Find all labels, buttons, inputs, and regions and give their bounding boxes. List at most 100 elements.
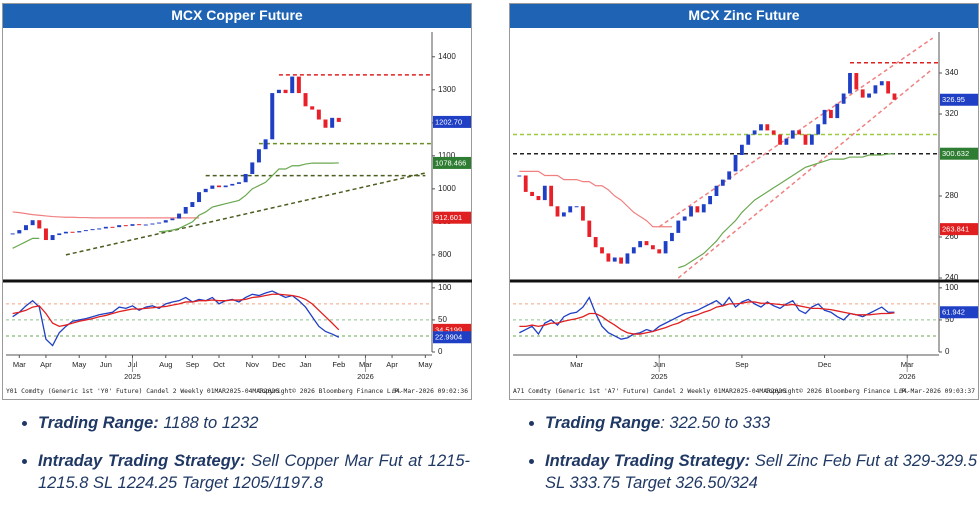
candle xyxy=(517,175,522,177)
candle xyxy=(784,138,789,145)
page: MCX Copper Future80090010001100120013001… xyxy=(0,0,979,498)
candle xyxy=(30,220,35,226)
candle xyxy=(137,224,142,226)
year-label: 2026 xyxy=(899,372,916,381)
price-tag-label: 22.9904 xyxy=(435,333,462,342)
osc-y-tick-label: 50 xyxy=(945,315,954,324)
x-tick-label: Jun xyxy=(100,360,112,369)
candle xyxy=(778,134,782,145)
price-tag-label: 61.942 xyxy=(942,308,965,317)
candle xyxy=(63,231,68,234)
candle xyxy=(276,89,281,94)
candle xyxy=(708,196,713,205)
y-tick-label: 1100 xyxy=(438,151,456,160)
candle xyxy=(625,253,630,264)
candle xyxy=(542,185,547,201)
x-tick-label: Feb xyxy=(332,360,345,369)
candle xyxy=(612,257,617,262)
candle xyxy=(593,237,598,248)
stop-line xyxy=(12,162,339,249)
y-tick-label: 800 xyxy=(438,250,452,259)
candle xyxy=(555,206,560,217)
note-text: : 322.50 to 333 xyxy=(660,414,771,432)
candle xyxy=(223,185,228,188)
osc-y-tick-label: 50 xyxy=(438,315,447,324)
note: Intraday Trading Strategy: Sell Copper M… xyxy=(38,450,470,494)
price-tag xyxy=(433,156,471,169)
footer-text: Copyright© 2026 Bloomberg Finance L.P. xyxy=(765,388,909,395)
candle xyxy=(695,206,700,213)
candle xyxy=(283,89,288,94)
chart-title: MCX Copper Future xyxy=(171,7,303,23)
note-label: Trading Range: xyxy=(38,414,159,432)
candle xyxy=(886,81,891,94)
note-text: 1188 to 1232 xyxy=(163,414,259,432)
candle xyxy=(606,253,611,262)
x-tick-label: Oct xyxy=(213,360,226,369)
price-tag xyxy=(940,147,978,160)
candle xyxy=(657,249,662,254)
candle xyxy=(50,235,55,241)
footer-text: 04-Mar-2026 09:02:36 xyxy=(392,388,468,395)
charts: MCX Copper Future80090010001100120013001… xyxy=(2,3,979,400)
candle xyxy=(568,206,573,213)
candle xyxy=(809,134,814,145)
candle xyxy=(733,155,738,172)
candle xyxy=(638,241,643,248)
candle xyxy=(177,213,182,219)
oscillator-line xyxy=(12,290,340,347)
candle xyxy=(631,247,636,254)
x-tick-label: Dec xyxy=(272,360,286,369)
note-text: Sell Zinc Feb Fut at 329-329.5 SL 333.75… xyxy=(545,452,977,492)
osc-y-tick-label: 0 xyxy=(438,347,443,356)
x-tick-label: Sep xyxy=(186,360,199,369)
price-tag xyxy=(433,331,471,344)
candle xyxy=(549,185,554,207)
candle xyxy=(17,230,22,234)
candle xyxy=(879,81,884,86)
note-text: Sell Copper Mar Fut at 1215-1215.8 SL 12… xyxy=(38,452,470,492)
candle xyxy=(123,225,128,227)
candle xyxy=(197,192,202,203)
x-tick-label: May xyxy=(418,360,432,369)
y-tick-label: 320 xyxy=(945,109,959,118)
candle xyxy=(203,188,208,193)
candle xyxy=(210,185,215,189)
price-tag xyxy=(940,223,978,236)
candle xyxy=(183,207,188,214)
candle xyxy=(57,233,62,236)
candle xyxy=(263,139,268,150)
panel-border xyxy=(2,3,472,400)
price-tag-label: 326.95 xyxy=(942,95,965,104)
candle xyxy=(670,232,674,242)
year-label: 2026 xyxy=(357,372,374,381)
candle xyxy=(739,144,744,155)
trend-line xyxy=(65,172,426,256)
candle xyxy=(117,225,122,228)
candle xyxy=(676,220,681,233)
note: Trading Range: 322.50 to 333 xyxy=(545,412,977,434)
candle xyxy=(574,206,579,208)
trend-line xyxy=(677,68,934,279)
candle xyxy=(330,117,335,128)
y-tick-label: 1000 xyxy=(438,184,456,193)
candle xyxy=(600,247,604,254)
candle xyxy=(689,206,693,217)
footer-text: 04-Mar-2026 09:03:37 xyxy=(899,388,975,395)
trend-line xyxy=(658,37,934,228)
candle xyxy=(303,93,308,107)
x-tick-label: Mar xyxy=(570,360,583,369)
candle xyxy=(290,76,295,94)
notes-zinc: Trading Range: 322.50 to 333 Intraday Tr… xyxy=(527,404,977,510)
price-tag xyxy=(433,211,471,224)
y-tick-label: 260 xyxy=(945,232,959,241)
footer-text: Y01 Comdty (Generic 1st 'Y0' Future) Can… xyxy=(6,388,279,395)
candle xyxy=(682,216,687,221)
x-tick-label: Apr xyxy=(40,360,52,369)
candle xyxy=(243,173,248,183)
oscillator-line xyxy=(519,296,895,340)
x-tick-label: Jan xyxy=(299,360,311,369)
candle xyxy=(296,76,301,94)
candle xyxy=(727,171,732,180)
osc-y-tick-label: 0 xyxy=(945,347,950,356)
